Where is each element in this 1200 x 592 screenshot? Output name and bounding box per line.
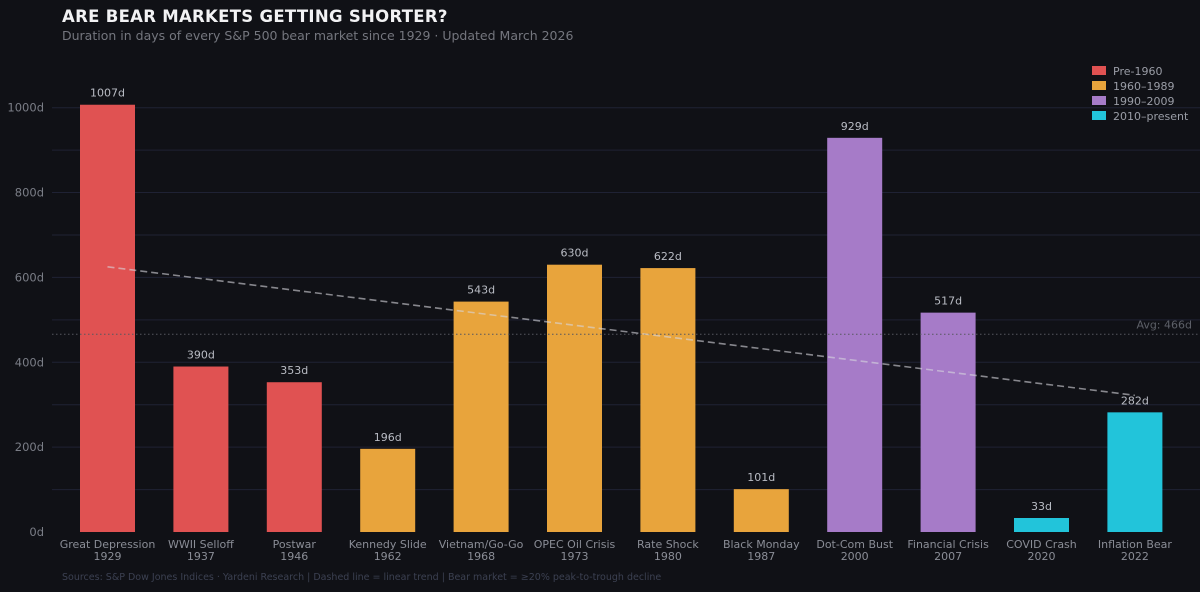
trend-line-group (107, 266, 1135, 397)
bar-covid-crash (1014, 517, 1069, 532)
x-tick-label: Kennedy Slide (349, 538, 427, 551)
legend-swatch (1092, 66, 1106, 75)
bar-value-label: 929d (841, 120, 869, 133)
x-tick-label: Inflation Bear (1098, 538, 1173, 551)
legend-swatch (1092, 111, 1106, 120)
legend-label: 2010–present (1113, 110, 1189, 123)
x-tick-year: 1980 (654, 550, 682, 563)
chart-title: ARE BEAR MARKETS GETTING SHORTER? (62, 7, 448, 26)
y-tick-label: 0d (29, 525, 44, 539)
x-tick-year: 1987 (747, 550, 775, 563)
x-tick-year: 2020 (1028, 550, 1056, 563)
x-tick-year: 2007 (934, 550, 962, 563)
bar-financial-crisis (920, 312, 976, 532)
bar-dot-com-bust (827, 137, 883, 532)
legend-label: Pre-1960 (1113, 65, 1162, 78)
x-tick-label: Postwar (273, 538, 317, 551)
y-tick-label: 800d (15, 186, 44, 200)
legend-label: 1960–1989 (1113, 80, 1175, 93)
x-tick-year: 1929 (94, 550, 122, 563)
gridlines (52, 107, 1200, 491)
x-tick-label: Great Depression (60, 538, 156, 551)
y-axis-ticks: 0d 200d 400d 600d 800d 1000d (7, 101, 44, 539)
x-tick-year: 1946 (280, 550, 308, 563)
bar-black-monday (733, 489, 789, 532)
y-tick-label: 600d (15, 270, 44, 284)
legend-swatch (1092, 96, 1106, 105)
bar-value-labels: 1007d 390d 353d 196d 543d 630d 622d 101d 929d 517… (90, 87, 1149, 513)
bar-kennedy-slide (360, 448, 416, 532)
y-tick-label: 1000d (7, 101, 44, 115)
x-tick-year: 1968 (467, 550, 495, 563)
chart-subtitle: Duration in days of every S&P 500 bear m… (62, 28, 574, 43)
x-tick-year: 2000 (841, 550, 869, 563)
x-tick-label: Vietnam/Go-Go (439, 538, 524, 551)
x-tick-label: Rate Shock (637, 538, 699, 551)
bar-value-label: 390d (187, 349, 215, 362)
bar-value-label: 630d (561, 247, 589, 260)
bar-great-depression (80, 104, 135, 533)
bar-value-label: 282d (1121, 394, 1149, 407)
x-tick-label: OPEC Oil Crisis (534, 538, 616, 551)
average-line-group: Avg: 466d (52, 318, 1200, 335)
x-tick-year: 1937 (187, 550, 215, 563)
legend: Pre-1960 1960–1989 1990–2009 2010–present (1092, 65, 1189, 123)
y-tick-label: 400d (15, 355, 44, 369)
x-tick-year: 2022 (1121, 550, 1149, 563)
source-footnote: Sources: S&P Dow Jones Indices · Yardeni… (62, 572, 662, 583)
bar-value-label: 101d (747, 471, 775, 484)
bar-value-label: 353d (280, 364, 308, 377)
x-tick-label: Financial Crisis (907, 538, 989, 551)
legend-swatch (1092, 81, 1106, 90)
bar-value-label: 622d (654, 250, 682, 263)
bars (80, 104, 1163, 533)
bar-opec-oil-crisis (547, 264, 602, 532)
x-tick-label: WWII Selloff (168, 538, 234, 551)
bar-value-label: 196d (374, 431, 402, 444)
x-tick-year: 1973 (561, 550, 589, 563)
bar-inflation-bear (1107, 412, 1163, 532)
legend-label: 1990–2009 (1113, 95, 1175, 108)
x-tick-year: 1962 (374, 550, 402, 563)
bar-value-label: 33d (1031, 500, 1052, 513)
trend-line (107, 266, 1135, 397)
average-label: Avg: 466d (1136, 318, 1192, 331)
bar-postwar (266, 382, 322, 532)
x-tick-label: COVID Crash (1006, 538, 1077, 551)
bar-wwii-selloff (173, 366, 229, 532)
x-tick-label: Black Monday (723, 538, 800, 551)
bar-value-label: 517d (934, 295, 962, 308)
y-tick-label: 200d (15, 440, 44, 454)
x-tick-label: Dot-Com Bust (816, 538, 893, 551)
bar-value-label: 543d (467, 284, 495, 297)
bar-value-label: 1007d (90, 87, 125, 100)
bar-vietnam-go-go (453, 301, 509, 532)
bar-rate-shock (640, 268, 696, 532)
